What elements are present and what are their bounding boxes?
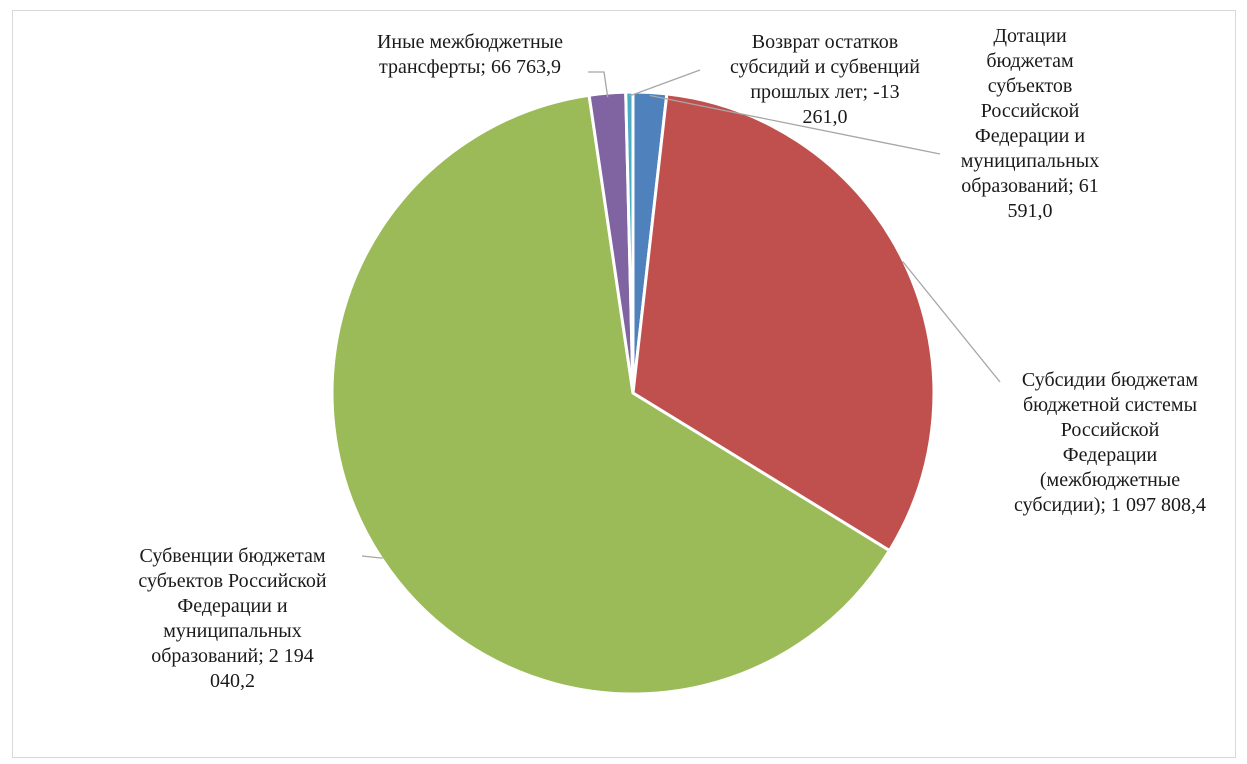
slice-subsidii [631, 92, 936, 553]
label-vozvrat: Возврат остатков субсидий и субвенций пр… [730, 31, 920, 128]
leader-vozvrat [629, 69, 701, 97]
label-dotacii: Дотации бюджетам субъектов Российской Фе… [960, 25, 1100, 222]
leader-subvencii [361, 555, 383, 559]
slice-vozvrat [624, 90, 635, 394]
label-subvencii: Субвенции бюджетам субъектов Российской … [138, 545, 327, 692]
label-subsidii: Субсидии бюджетам бюджетной системы Росс… [1014, 369, 1206, 516]
leader-dotacii [649, 94, 941, 155]
leader-subsidii [902, 261, 1001, 383]
leader-inye [588, 71, 609, 98]
label-inye: Иные межбюджетные трансферты; 66 763,9 [376, 31, 563, 78]
